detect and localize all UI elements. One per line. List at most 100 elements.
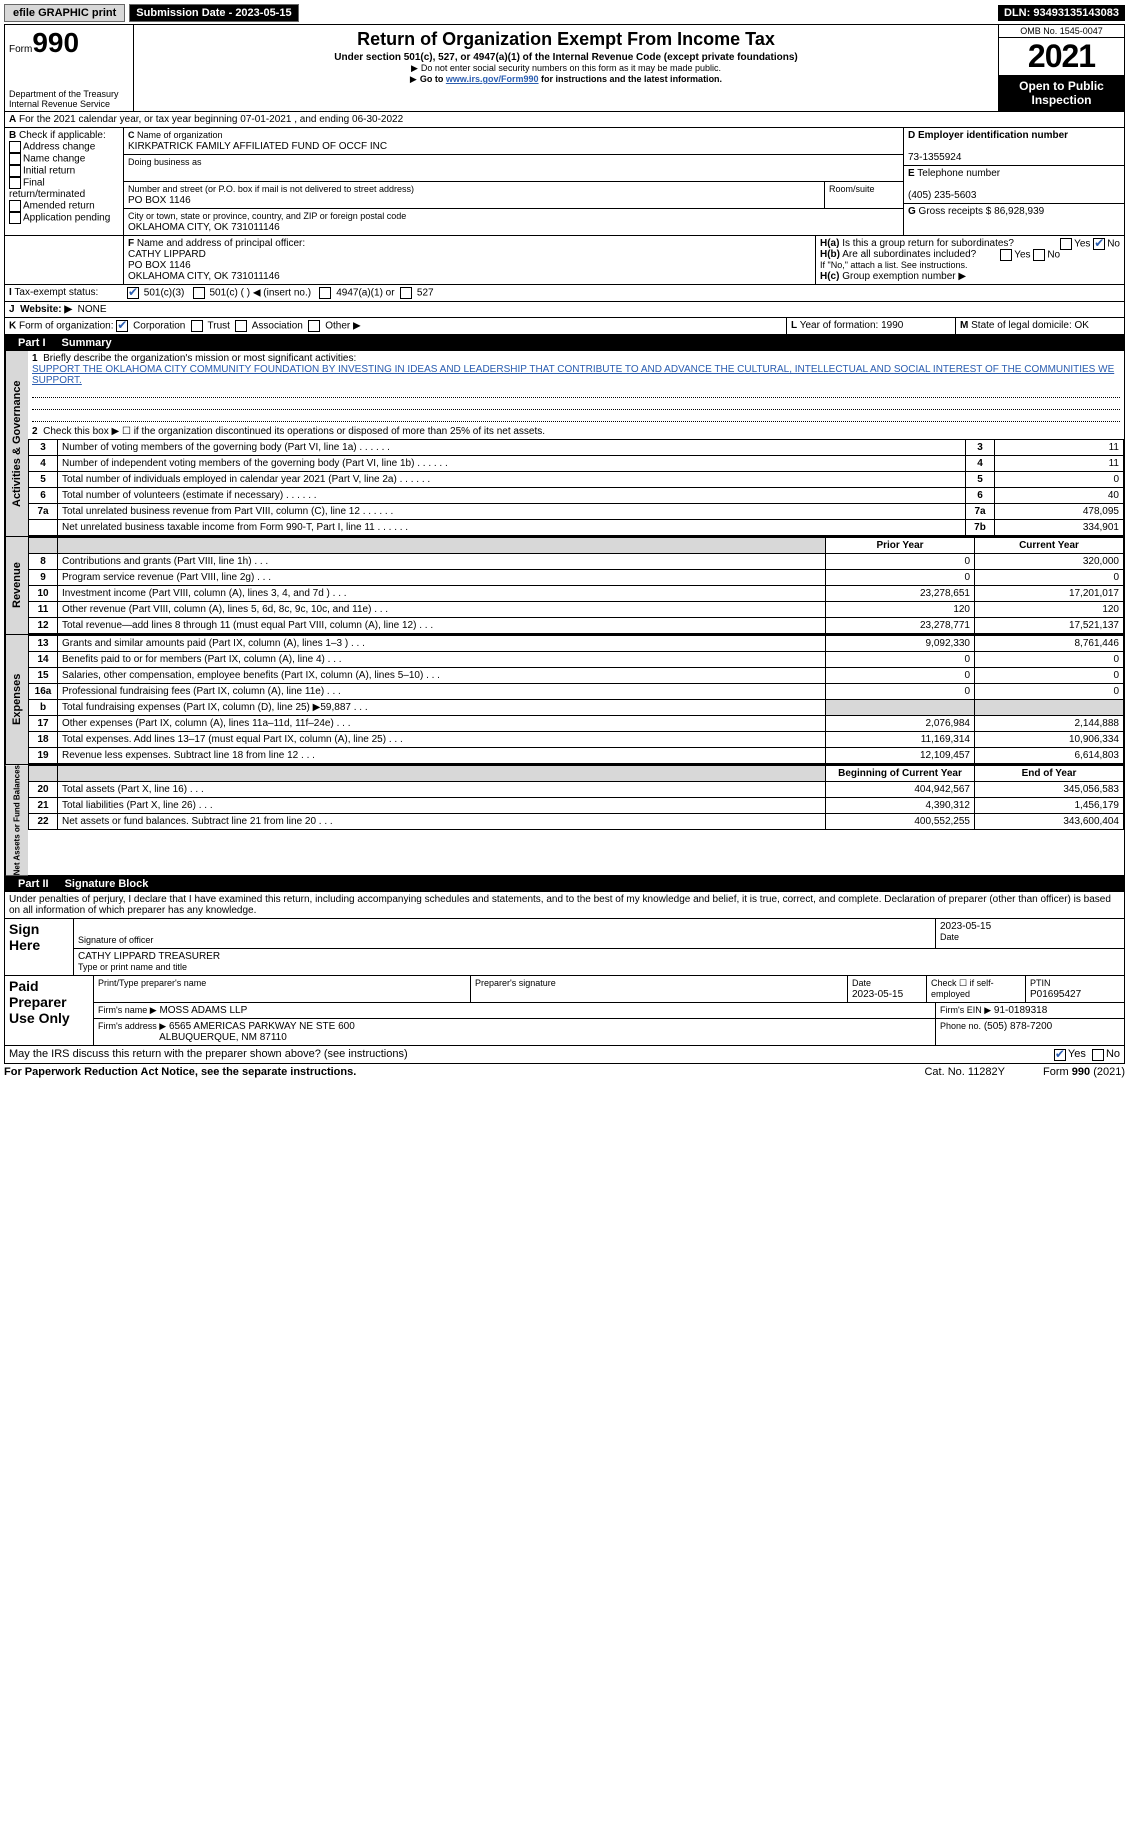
- current-val: 0: [975, 570, 1124, 586]
- efile-button[interactable]: efile GRAPHIC print: [4, 4, 125, 22]
- part2-header: Part IISignature Block: [4, 876, 1125, 892]
- prior-val: 23,278,651: [826, 586, 975, 602]
- line-num: 16a: [29, 684, 58, 700]
- prior-val: 9,092,330: [826, 636, 975, 652]
- assoc-checkbox[interactable]: [235, 320, 247, 332]
- corp-checkbox[interactable]: [116, 320, 128, 332]
- cat-no: Cat. No. 11282Y: [924, 1066, 1005, 1078]
- expenses-label: Expenses: [5, 635, 28, 764]
- discuss-yes[interactable]: [1054, 1049, 1066, 1061]
- omb-number: OMB No. 1545-0047: [999, 25, 1124, 38]
- line-text: Program service revenue (Part VIII, line…: [58, 570, 826, 586]
- year-formation: 1990: [881, 320, 903, 331]
- line-text: Total liabilities (Part X, line 26) . . …: [58, 798, 826, 814]
- line-num: 19: [29, 748, 58, 764]
- activities-governance-label: Activities & Governance: [5, 351, 28, 536]
- ptin: P01695427: [1030, 989, 1081, 1000]
- line-num: 7a: [29, 504, 58, 520]
- 527-checkbox[interactable]: [400, 287, 412, 299]
- line-num: 20: [29, 782, 58, 798]
- state-domicile: OK: [1075, 320, 1089, 331]
- current-val: 2,144,888: [975, 716, 1124, 732]
- ha-yes[interactable]: [1060, 238, 1072, 250]
- prior-val: 404,942,567: [826, 782, 975, 798]
- line-num: 21: [29, 798, 58, 814]
- prior-val: [826, 700, 975, 716]
- org-name: KIRKPATRICK FAMILY AFFILIATED FUND OF OC…: [128, 141, 387, 152]
- line-text: Salaries, other compensation, employee b…: [58, 668, 826, 684]
- prior-val: 23,278,771: [826, 618, 975, 634]
- ssn-note: Do not enter social security numbers on …: [138, 63, 994, 74]
- other-checkbox[interactable]: [308, 320, 320, 332]
- prior-val: 2,076,984: [826, 716, 975, 732]
- line-box: 5: [966, 472, 995, 488]
- initial-return-checkbox[interactable]: [9, 165, 21, 177]
- name-change-checkbox[interactable]: [9, 153, 21, 165]
- current-val: 343,600,404: [975, 814, 1124, 830]
- line-num: 6: [29, 488, 58, 504]
- form-header: Form990 Department of the TreasuryIntern…: [4, 24, 1125, 112]
- current-val: 1,456,179: [975, 798, 1124, 814]
- 501c3-checkbox[interactable]: [127, 287, 139, 299]
- prior-val: 4,390,312: [826, 798, 975, 814]
- prior-val: 120: [826, 602, 975, 618]
- line-val: 11: [995, 456, 1124, 472]
- firm-name: MOSS ADAMS LLP: [159, 1005, 247, 1016]
- line-text: Total unrelated business revenue from Pa…: [58, 504, 966, 520]
- form-label: Form: [9, 44, 32, 55]
- prior-val: 0: [826, 652, 975, 668]
- goto-note: Go to www.irs.gov/Form990 for instructio…: [138, 74, 994, 85]
- line-num: 3: [29, 440, 58, 456]
- hb-no[interactable]: [1033, 249, 1045, 261]
- application-pending-checkbox[interactable]: [9, 212, 21, 224]
- current-val: 320,000: [975, 554, 1124, 570]
- officer-name: CATHY LIPPARD: [128, 249, 206, 260]
- line-num: 8: [29, 554, 58, 570]
- dept-label: Department of the TreasuryInternal Reven…: [9, 89, 129, 109]
- current-val: 345,056,583: [975, 782, 1124, 798]
- line-num: 11: [29, 602, 58, 618]
- line-num: 4: [29, 456, 58, 472]
- gross-receipts: 86,928,939: [994, 206, 1044, 217]
- current-val: 0: [975, 684, 1124, 700]
- prior-val: 0: [826, 684, 975, 700]
- line-val: 334,901: [995, 520, 1124, 536]
- sign-here-label: Sign Here: [5, 919, 73, 975]
- form-number: 990: [32, 27, 79, 58]
- top-bar: efile GRAPHIC print Submission Date - 20…: [4, 4, 1125, 22]
- hb-yes[interactable]: [1000, 249, 1012, 261]
- discuss-no[interactable]: [1092, 1049, 1104, 1061]
- line-a: A For the 2021 calendar year, or tax yea…: [5, 112, 407, 127]
- revenue-label: Revenue: [5, 537, 28, 634]
- line-text: Revenue less expenses. Subtract line 18 …: [58, 748, 826, 764]
- address-change-checkbox[interactable]: [9, 141, 21, 153]
- 4947-checkbox[interactable]: [319, 287, 331, 299]
- line-text: Total number of volunteers (estimate if …: [58, 488, 966, 504]
- line-text: Other revenue (Part VIII, column (A), li…: [58, 602, 826, 618]
- 501c-checkbox[interactable]: [193, 287, 205, 299]
- trust-checkbox[interactable]: [191, 320, 203, 332]
- firm-phone: (505) 878-7200: [984, 1021, 1052, 1032]
- line-num: 10: [29, 586, 58, 602]
- net-assets-label: Net Assets or Fund Balances: [5, 765, 28, 875]
- line-num: [29, 520, 58, 536]
- line-num: b: [29, 700, 58, 716]
- submission-date: Submission Date - 2023-05-15: [129, 4, 298, 22]
- ein: 73-1355924: [908, 152, 961, 163]
- line-text: Total number of individuals employed in …: [58, 472, 966, 488]
- amended-return-checkbox[interactable]: [9, 200, 21, 212]
- line-box: 7a: [966, 504, 995, 520]
- irs-link[interactable]: www.irs.gov/Form990: [446, 74, 539, 84]
- line-val: 40: [995, 488, 1124, 504]
- open-to-public: Open to Public Inspection: [999, 75, 1124, 111]
- line-box: 6: [966, 488, 995, 504]
- line-box: 3: [966, 440, 995, 456]
- final-return-checkbox[interactable]: [9, 177, 21, 189]
- form-footer: Form 990 (2021): [1005, 1066, 1125, 1078]
- prior-val: 0: [826, 554, 975, 570]
- officer-sig-name: CATHY LIPPARD TREASURER: [78, 951, 220, 962]
- line-box: 4: [966, 456, 995, 472]
- org-address: PO BOX 1146: [128, 195, 191, 206]
- ha-no[interactable]: [1093, 238, 1105, 250]
- current-val: 10,906,334: [975, 732, 1124, 748]
